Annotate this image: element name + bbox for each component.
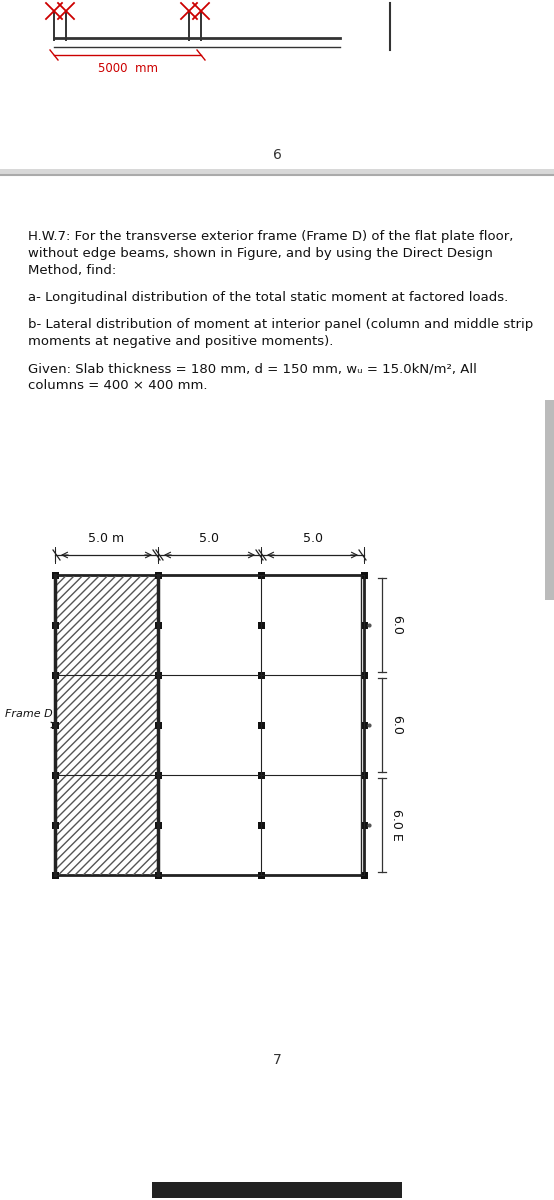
Bar: [155, 871, 162, 878]
Bar: [361, 772, 367, 779]
Bar: [52, 721, 59, 728]
Bar: [155, 721, 162, 728]
Bar: [361, 822, 367, 828]
Bar: [361, 871, 367, 878]
Text: H.W.7: For the transverse exterior frame (Frame D) of the flat plate floor,: H.W.7: For the transverse exterior frame…: [28, 230, 514, 242]
Text: Method, find:: Method, find:: [28, 264, 116, 277]
Text: 7: 7: [273, 1054, 281, 1067]
Bar: [55, 575, 364, 875]
Bar: [155, 571, 162, 578]
Bar: [361, 622, 367, 629]
Bar: [52, 672, 59, 678]
Bar: [55, 575, 158, 875]
Bar: [258, 772, 264, 779]
Text: a- Longitudinal distribution of the total static moment at factored loads.: a- Longitudinal distribution of the tota…: [28, 290, 508, 304]
Bar: [258, 571, 264, 578]
Text: 6: 6: [273, 148, 281, 162]
Bar: [52, 871, 59, 878]
Text: 5.0 m: 5.0 m: [89, 532, 125, 545]
Bar: [0, 169, 554, 175]
Bar: [52, 622, 59, 629]
Text: b- Lateral distribution of moment at interior panel (column and middle strip: b- Lateral distribution of moment at int…: [28, 318, 534, 331]
Text: 6.0: 6.0: [390, 715, 403, 734]
Bar: [258, 871, 264, 878]
Bar: [258, 721, 264, 728]
Bar: [155, 622, 162, 629]
Bar: [361, 721, 367, 728]
Bar: [545, 400, 554, 600]
Bar: [52, 822, 59, 828]
Text: 6.0 E: 6.0 E: [390, 809, 403, 841]
Text: 5.0: 5.0: [199, 532, 219, 545]
Text: 5000  mm: 5000 mm: [98, 62, 157, 74]
Bar: [258, 672, 264, 678]
Text: Given: Slab thickness = 180 mm, d = 150 mm, wᵤ = 15.0kN/m², All: Given: Slab thickness = 180 mm, d = 150 …: [28, 362, 477, 374]
Bar: [258, 622, 264, 629]
Text: 6.0: 6.0: [390, 616, 403, 635]
Bar: [155, 822, 162, 828]
Bar: [361, 672, 367, 678]
Bar: [155, 672, 162, 678]
Bar: [52, 772, 59, 779]
Text: Frame D: Frame D: [5, 709, 53, 719]
Bar: [152, 1182, 402, 1198]
Bar: [52, 571, 59, 578]
Bar: [361, 571, 367, 578]
Text: moments at negative and positive moments).: moments at negative and positive moments…: [28, 335, 334, 348]
Text: without edge beams, shown in Figure, and by using the Direct Design: without edge beams, shown in Figure, and…: [28, 247, 493, 260]
Bar: [155, 772, 162, 779]
Text: columns = 400 × 400 mm.: columns = 400 × 400 mm.: [28, 379, 208, 392]
Bar: [258, 822, 264, 828]
Text: 5.0: 5.0: [302, 532, 322, 545]
